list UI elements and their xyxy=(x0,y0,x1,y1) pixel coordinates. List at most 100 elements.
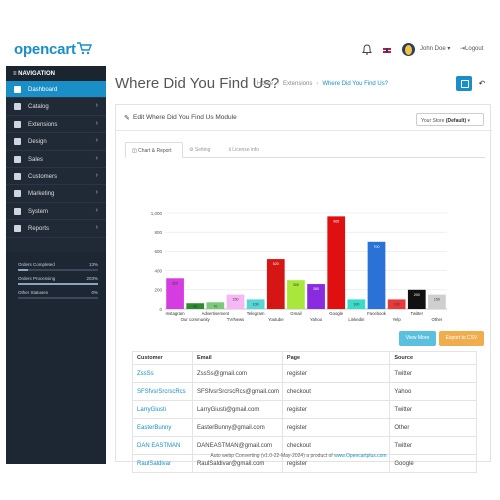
sidebar-item-customers[interactable]: Customers › xyxy=(6,168,106,186)
sidebar-item-extensions[interactable]: Extensions › xyxy=(6,116,106,134)
email-cell: LarryGiusti@gmail.com xyxy=(191,400,283,419)
stat-orders-completed: Orders Completed 13% xyxy=(18,262,98,280)
logout-label: Logout xyxy=(465,46,484,52)
sidebar-item-sales[interactable]: Sales › xyxy=(6,151,106,168)
y-tick-label: 200 xyxy=(154,288,162,293)
store-select-value: (Default) xyxy=(445,117,467,124)
bar-value-label: 70 xyxy=(213,305,217,309)
x-category-label: Facebook xyxy=(367,311,387,316)
sidebar-item-label: System xyxy=(28,208,49,215)
responses-table: Customer Email Page Source ZssSs ZssSs@gmail… xyxy=(132,351,477,473)
x-category-label: Advertisement xyxy=(202,311,230,316)
footer-text: Auto webp Converting (v1.0-22-May-2024) … xyxy=(210,453,333,459)
bar-value-label: 200 xyxy=(414,293,420,297)
bell-icon[interactable] xyxy=(362,44,372,55)
sidebar-item-reports[interactable]: Reports › xyxy=(6,220,106,238)
bar-chart-icon xyxy=(14,225,21,233)
email-cell: RaulSaldivar@gmail.com xyxy=(191,454,283,473)
tab-setting[interactable]: ⚙ Setting xyxy=(183,142,223,158)
cog-icon xyxy=(14,207,21,215)
source-cell: Twitter xyxy=(389,400,477,419)
tab-license-info[interactable]: ℹ License info xyxy=(223,142,273,158)
breadcrumb-current[interactable]: Where Did You Find Us? xyxy=(322,81,389,87)
chart-icon: ◫ xyxy=(132,148,137,154)
breadcrumb: Home › Extensions › Where Did You Find Us? xyxy=(257,81,389,87)
table-row: DAN EASTMAN DANEASTMAN@gmail.com checkout T… xyxy=(132,436,477,455)
sidebar-item-label: Dashboard xyxy=(28,87,58,93)
tab-label: License info xyxy=(232,147,259,153)
table-row: ZssSs ZssSs@gmail.com register Twitter xyxy=(132,364,477,383)
bar-telegram xyxy=(246,299,265,309)
export-csv-button[interactable]: Export to CSV xyxy=(439,331,484,346)
bar-twitter xyxy=(407,289,426,309)
source-bar-chart: 0 200 400 600 800 1,000 320 Instagram 60 Our comm… xyxy=(151,211,447,322)
y-tick-label: 0 xyxy=(159,307,162,312)
column-header[interactable]: Email xyxy=(191,351,283,365)
sidebar-item-label: Sales xyxy=(28,156,44,163)
tab-chart-report[interactable]: ◫ Chart & Report xyxy=(125,142,183,158)
language-flag-icon[interactable] xyxy=(383,48,391,53)
chevron-right-icon: › xyxy=(95,206,98,214)
chevron-right-icon: › xyxy=(95,102,98,110)
footer-link[interactable]: www.Opencartplus.com xyxy=(334,453,387,459)
x-category-label: TV/News xyxy=(227,317,244,322)
bar-value-label: 300 xyxy=(293,283,299,287)
table-row: RaulSaldivar RaulSaldivar@gmail.com regist… xyxy=(132,454,477,473)
page-cell: register xyxy=(281,418,391,437)
bar-value-label: 100 xyxy=(253,302,259,306)
sidebar-item-system[interactable]: System › xyxy=(6,203,106,221)
column-header[interactable]: Customer xyxy=(132,351,193,365)
stat-orders-processing: Orders Processing 203% xyxy=(18,276,98,294)
x-category-label: Twitter xyxy=(410,311,423,316)
customer-cell[interactable]: SFSfvsrSrcrscRcs xyxy=(132,382,193,401)
column-header[interactable]: Source xyxy=(389,351,477,365)
stat-label: Other Statuses xyxy=(18,290,49,295)
sidebar-item-catalog[interactable]: Catalog › xyxy=(6,98,106,116)
tab-label: Setting xyxy=(194,147,211,153)
breadcrumb-home[interactable]: Home xyxy=(257,81,274,87)
logout-link[interactable]: ⇥Logout xyxy=(460,45,483,52)
back-button[interactable]: ↶ xyxy=(475,76,489,91)
bar-other xyxy=(428,294,446,309)
email-cell: EasterBunny@gmail.com xyxy=(191,418,283,437)
sidebar-item-label: Marketing xyxy=(28,191,55,198)
avatar[interactable] xyxy=(402,43,415,56)
x-category-label: Google xyxy=(329,311,343,316)
opencart-logo[interactable]: opencart xyxy=(14,41,76,58)
customer-cell[interactable]: LarryGiusti xyxy=(132,400,193,419)
user-icon xyxy=(14,172,21,180)
panel-header: ✎ Edit Where Did You Find Us Module Your… xyxy=(116,105,492,131)
save-button[interactable] xyxy=(456,76,472,91)
cart-logo-icon xyxy=(77,42,92,55)
back-arrow-icon: ↶ xyxy=(478,79,486,88)
x-category-label: Linkedin xyxy=(348,317,365,322)
bar-value-label: 260 xyxy=(313,287,319,291)
store-select[interactable]: Your Store (Default) ▾ xyxy=(416,113,484,126)
sidebar: ≡ NAVIGATION Dashboard Catalog › Extensions… xyxy=(6,66,106,464)
source-cell: Other xyxy=(389,418,477,437)
page-cell: register xyxy=(281,400,391,419)
customer-cell[interactable]: ZssSs xyxy=(132,364,193,383)
breadcrumb-extensions[interactable]: Extensions xyxy=(283,81,313,87)
chevron-right-icon: › xyxy=(95,189,98,197)
sidebar-item-design[interactable]: Design › xyxy=(6,133,106,151)
pencil-icon: ✎ xyxy=(124,115,130,122)
table-row: LarryGiusti LarryGiusti@gmail.com register… xyxy=(132,400,477,419)
source-cell: Google xyxy=(389,454,477,473)
caret-down-icon: ▾ xyxy=(447,46,451,52)
stat-percent: 203% xyxy=(86,276,98,281)
info-icon: ℹ xyxy=(229,147,231,153)
view-more-button[interactable]: View More xyxy=(399,331,436,346)
user-menu[interactable]: John Doe ▾ xyxy=(420,45,450,52)
chevron-right-icon: › xyxy=(95,119,98,127)
column-header[interactable]: Page xyxy=(281,351,391,365)
customer-cell[interactable]: EasterBunny xyxy=(132,418,193,437)
desktop-icon xyxy=(14,138,21,146)
sidebar-item-dashboard[interactable]: Dashboard xyxy=(6,81,106,99)
x-category-label: Yelp xyxy=(393,317,402,322)
sidebar-item-label: Design xyxy=(28,139,47,146)
sidebar-item-marketing[interactable]: Marketing › xyxy=(6,185,106,203)
module-panel: ✎ Edit Where Did You Find Us Module Your… xyxy=(115,104,492,473)
store-select-prefix: Your Store xyxy=(421,117,445,124)
bar-value-label: 320 xyxy=(172,281,178,285)
